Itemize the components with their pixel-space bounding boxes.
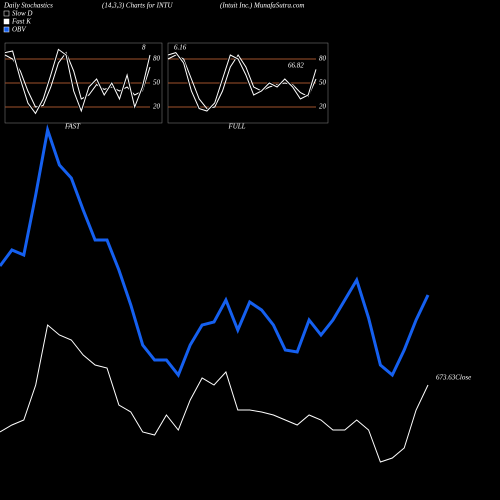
annotation: 66.82 xyxy=(288,62,304,70)
legend-label: Slow D xyxy=(12,10,32,18)
legend-swatch xyxy=(3,18,10,25)
y-tick-label: 20 xyxy=(319,103,327,111)
line-series xyxy=(167,52,317,112)
y-tick-label: 20 xyxy=(153,103,161,111)
y-tick-label: 80 xyxy=(319,55,327,63)
legend-swatch xyxy=(3,10,10,17)
annotation: 8 xyxy=(142,44,146,52)
y-tick-label: 50 xyxy=(153,79,161,87)
annotation: 673.63Close xyxy=(436,374,471,382)
legend-label: Fast K xyxy=(11,18,31,26)
header-center: (14,3,3) Charts for INTU xyxy=(102,2,174,10)
line-series xyxy=(4,51,151,108)
y-tick-label: 50 xyxy=(319,79,327,87)
legend-swatch xyxy=(3,26,10,33)
line-series xyxy=(4,48,151,115)
line-series xyxy=(0,324,429,463)
line-series xyxy=(0,124,430,378)
y-tick-label: 80 xyxy=(153,55,161,63)
legend-label: OBV xyxy=(12,26,26,34)
header-left: Daily Stochastics xyxy=(3,2,53,10)
header-right: (Intuit Inc.) MunafaSutra.com xyxy=(220,2,304,10)
panel-title: FULL xyxy=(227,123,245,131)
annotation: 6.16 xyxy=(174,44,187,52)
panel-title: FAST xyxy=(64,123,81,131)
